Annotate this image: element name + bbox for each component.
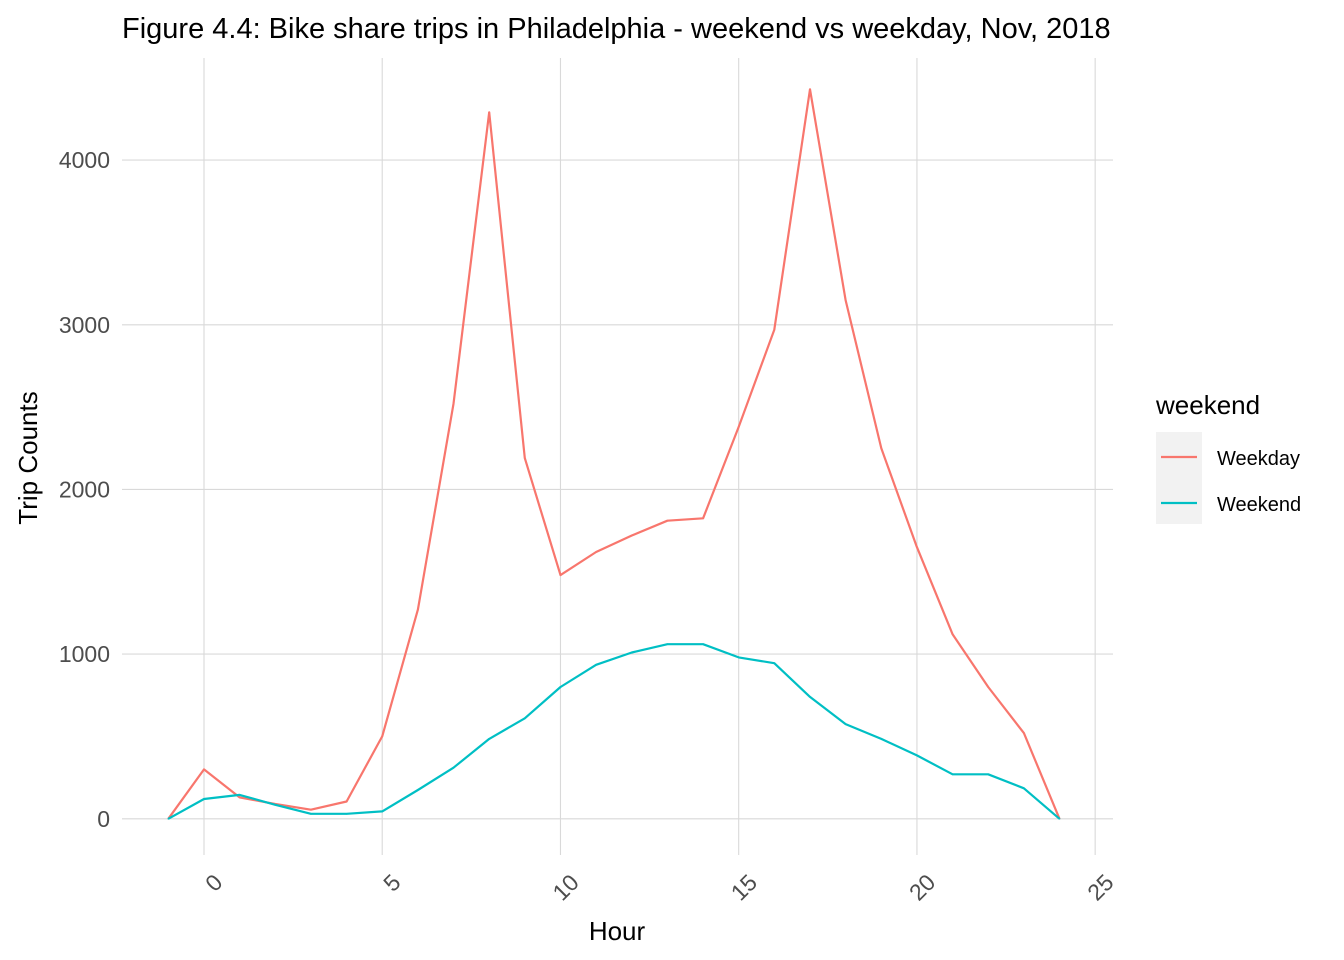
data-point (167, 817, 170, 820)
data-point (951, 633, 954, 636)
data-point (452, 766, 455, 769)
data-point (916, 754, 918, 757)
data-point (987, 773, 990, 776)
data-point (559, 574, 562, 576)
y-axis-tick-labels: 0 1000 2000 3000 4000 (59, 147, 110, 832)
data-point (630, 651, 633, 654)
data-point (702, 643, 704, 646)
data-point (987, 686, 990, 688)
legend: weekend Weekday Weekend (1155, 390, 1301, 524)
y-tick-label: 0 (97, 806, 110, 832)
data-point (238, 794, 241, 796)
chart-title: Figure 4.4: Bike share trips in Philadel… (122, 13, 1111, 45)
data-point (844, 299, 847, 301)
x-axis-title: Hour (589, 916, 646, 946)
data-point (345, 813, 348, 815)
data-point (844, 723, 847, 725)
data-point (274, 803, 277, 806)
data-series (167, 88, 1061, 820)
legend-label: Weekday (1217, 448, 1300, 470)
x-tick-label: 5 (378, 869, 405, 896)
data-point (452, 403, 455, 405)
data-point (809, 696, 811, 698)
data-point (381, 810, 384, 813)
data-point (310, 808, 312, 811)
data-point (595, 551, 597, 553)
data-point (773, 328, 776, 331)
data-point (737, 426, 740, 428)
data-point (916, 546, 918, 548)
data-point (381, 735, 384, 738)
x-axis-tick-labels: 0 5 10 15 20 25 (200, 869, 1119, 905)
data-point (702, 517, 704, 520)
data-point (880, 447, 883, 450)
data-point (880, 738, 883, 740)
data-point (310, 813, 312, 815)
data-point (488, 111, 490, 114)
x-tick-label: 25 (1082, 869, 1118, 905)
legend-key-background (1156, 432, 1202, 524)
legend-label: Weekend (1217, 494, 1301, 516)
y-tick-label: 4000 (59, 147, 110, 173)
data-point (773, 662, 776, 664)
data-point (951, 773, 954, 776)
data-point (1023, 787, 1025, 790)
data-point (737, 656, 740, 659)
y-axis-title: Trip Counts (13, 391, 43, 524)
series-line-weekday (167, 88, 1061, 820)
data-point (1058, 817, 1061, 820)
data-point (203, 768, 205, 771)
data-point (417, 608, 419, 611)
x-tick-label: 20 (904, 869, 940, 905)
data-point (666, 519, 669, 522)
data-point (595, 664, 597, 666)
data-point (524, 717, 526, 720)
data-point (809, 88, 811, 91)
y-tick-label: 2000 (59, 476, 110, 502)
data-point (238, 796, 241, 799)
series-line-weekend (167, 643, 1061, 820)
data-point (630, 534, 633, 537)
data-point (488, 738, 490, 740)
y-tick-label: 3000 (59, 312, 110, 338)
data-point (559, 686, 562, 688)
data-point (345, 800, 348, 803)
x-tick-label: 10 (547, 869, 583, 905)
legend-title: weekend (1155, 390, 1260, 420)
y-tick-label: 1000 (59, 641, 110, 667)
grid-lines (122, 58, 1113, 855)
data-point (417, 789, 419, 791)
data-point (666, 643, 669, 646)
data-point (203, 798, 205, 800)
data-point (524, 457, 526, 459)
x-tick-label: 0 (200, 869, 227, 896)
data-point (1023, 732, 1025, 734)
x-tick-label: 15 (726, 869, 762, 905)
